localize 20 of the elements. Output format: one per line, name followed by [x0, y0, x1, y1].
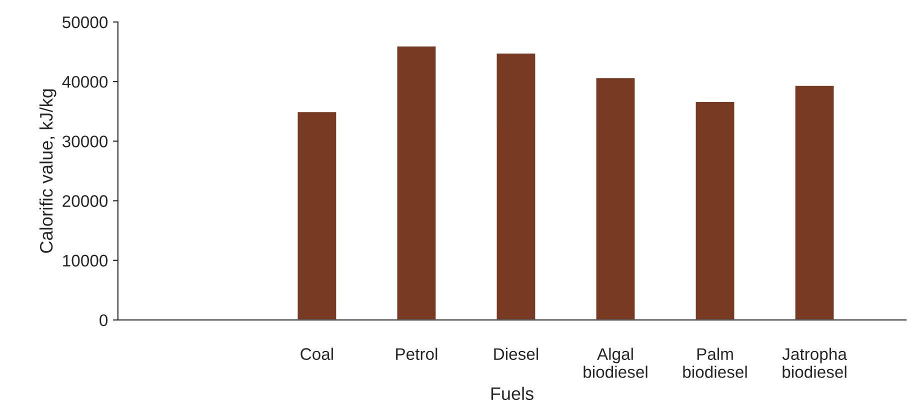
x-axis-title: Fuels — [491, 386, 534, 400]
x-tick-label: Petrol — [396, 348, 438, 360]
y-tick-label: 30000 — [62, 136, 108, 148]
x-tick-label: Coal — [300, 348, 333, 360]
x-tick-label: Algal biodiesel — [584, 348, 648, 378]
bar — [794, 84, 836, 320]
bar — [296, 110, 338, 320]
x-tick-label: Diesel — [494, 348, 538, 360]
y-tick-label: 40000 — [62, 76, 108, 88]
x-tick-label: Jatropha biodiesel — [782, 348, 847, 378]
bar — [594, 76, 636, 320]
x-tick-label: Palm biodiesel — [683, 348, 747, 378]
y-axis-title: Calorific value, kJ/kg — [39, 89, 56, 253]
y-tick-label: 50000 — [62, 16, 108, 28]
bar — [694, 100, 736, 320]
y-tick-label: 10000 — [63, 254, 108, 267]
y-tick-label: 20000 — [62, 195, 108, 207]
bar — [495, 52, 537, 320]
y-tick-label: 0 — [100, 314, 108, 326]
bar — [396, 45, 438, 320]
